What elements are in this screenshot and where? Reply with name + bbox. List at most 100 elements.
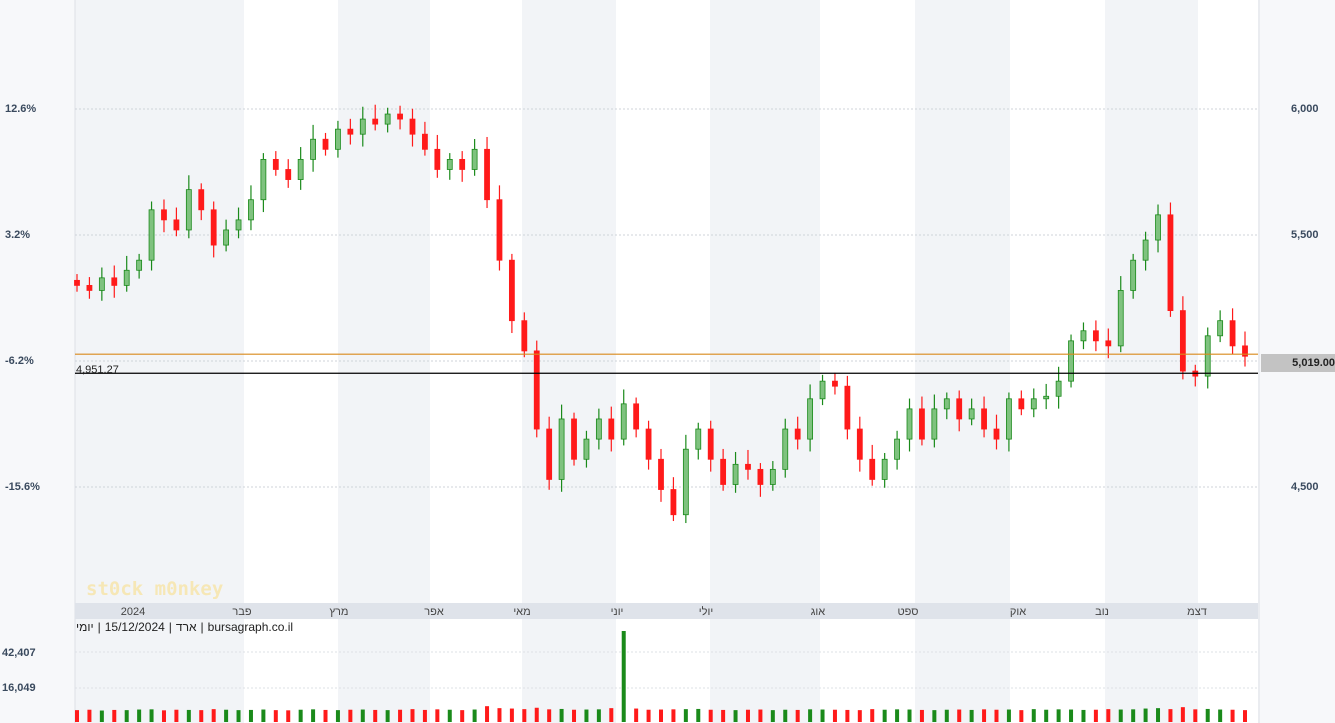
pct-label: -15.6%: [5, 481, 40, 493]
info-sep: |: [168, 620, 172, 634]
candle-body: [1018, 398, 1025, 410]
candle-body: [123, 269, 130, 286]
month-band: [915, 0, 1010, 723]
candle-body: [1068, 340, 1074, 382]
candle-body: [98, 277, 105, 291]
volume-bar: [671, 709, 676, 722]
candle-body: [173, 219, 180, 231]
volume-bar: [932, 710, 937, 722]
pct-label: -6.2%: [5, 355, 34, 367]
candle-body: [508, 259, 515, 322]
candle-body: [272, 158, 279, 170]
volume-bar: [982, 709, 987, 722]
candle-body: [1155, 214, 1161, 241]
volume-bar: [87, 709, 92, 722]
volume-bar: [149, 709, 154, 722]
candle-body: [1105, 340, 1112, 347]
info-period: יומי: [76, 620, 94, 634]
candle-body: [670, 489, 677, 516]
volume-bar: [534, 707, 539, 722]
x-tick-label: דצמ: [1187, 606, 1207, 618]
x-tick-label: מאי: [513, 606, 530, 618]
candle-body: [571, 418, 577, 460]
volume-bar: [1081, 709, 1086, 722]
x-tick-label: אוק: [1010, 606, 1026, 618]
volume-bar: [335, 710, 340, 722]
volume-bar: [137, 709, 142, 722]
volume-bar: [1118, 709, 1123, 722]
volume-bar: [422, 709, 427, 722]
volume-bar: [696, 708, 701, 722]
volume-bar: [298, 709, 303, 722]
x-tick-label: יולי: [699, 605, 713, 618]
x-tick-label: 2024: [121, 606, 145, 618]
volume-bar: [1193, 709, 1198, 722]
candle-body: [968, 408, 975, 420]
volume-bar: [770, 710, 775, 722]
candle-body: [148, 209, 155, 261]
last-price-value: 5,019.00: [1292, 357, 1335, 369]
candle-body: [1092, 330, 1099, 342]
info-sep: |: [200, 620, 204, 634]
candle-body: [397, 113, 403, 120]
x-tick-label: אפר: [424, 606, 444, 618]
volume-bar: [584, 709, 589, 722]
volume-bar: [1230, 709, 1235, 722]
volume-bar: [683, 709, 688, 722]
volume-bar: [472, 709, 477, 722]
candle-body: [285, 169, 292, 180]
x-tick-label: ספט: [898, 606, 919, 618]
volume-bar: [161, 710, 166, 722]
candle-body: [496, 199, 503, 261]
candle-body: [409, 118, 416, 135]
candle-body: [185, 189, 192, 231]
candle-body: [1179, 310, 1186, 372]
volume-bar: [758, 709, 763, 722]
candle-body: [223, 229, 230, 246]
info-source: bursagraph.co.il: [207, 620, 294, 634]
volume-bar: [99, 710, 104, 722]
candle-body: [248, 199, 254, 221]
volume-bar: [783, 709, 788, 722]
candle-body: [210, 209, 217, 246]
info-sep: |: [97, 620, 101, 634]
volume-bar: [273, 710, 278, 722]
volume-bar: [559, 708, 564, 722]
volume-bar: [261, 709, 266, 722]
volume-bar: [596, 709, 601, 722]
candle-body: [161, 209, 167, 221]
candle-body: [74, 279, 80, 286]
volume-bar: [870, 709, 875, 722]
candle-body: [422, 133, 428, 150]
candle-body: [533, 350, 540, 430]
candle-body: [347, 128, 354, 135]
volume-bar: [1205, 708, 1210, 722]
volume-bar: [708, 709, 713, 722]
stock-monkey-logo: st0ck m0nkey: [86, 578, 224, 600]
candle-body: [297, 158, 304, 180]
x-tick-label: נוב: [1095, 606, 1109, 618]
volume-bar: [410, 709, 415, 722]
candle-body: [943, 398, 950, 410]
x-axis-strip: [75, 603, 1258, 619]
candle-body: [633, 403, 640, 430]
candle-body: [484, 148, 490, 201]
candle-body: [981, 408, 987, 430]
candle-body: [682, 448, 689, 516]
volume-bar: [857, 710, 862, 722]
candle-body: [546, 428, 553, 480]
volume-bar: [547, 709, 552, 722]
candle-body: [235, 219, 242, 231]
volume-bar: [485, 706, 490, 722]
candle-body: [1204, 335, 1211, 377]
volume-bar: [895, 709, 900, 722]
volume-bar: [124, 710, 129, 722]
candle-body: [86, 284, 93, 291]
x-tick-label: פבר: [232, 606, 251, 618]
candle-body: [1167, 214, 1174, 311]
volume-bar: [323, 709, 328, 722]
chart-info-line: יומי | 15/12/2024 | ארד | bursagraph.co.…: [76, 620, 293, 634]
candle-body: [136, 259, 143, 271]
volume-bar: [1019, 710, 1024, 722]
candle-body: [832, 380, 838, 387]
